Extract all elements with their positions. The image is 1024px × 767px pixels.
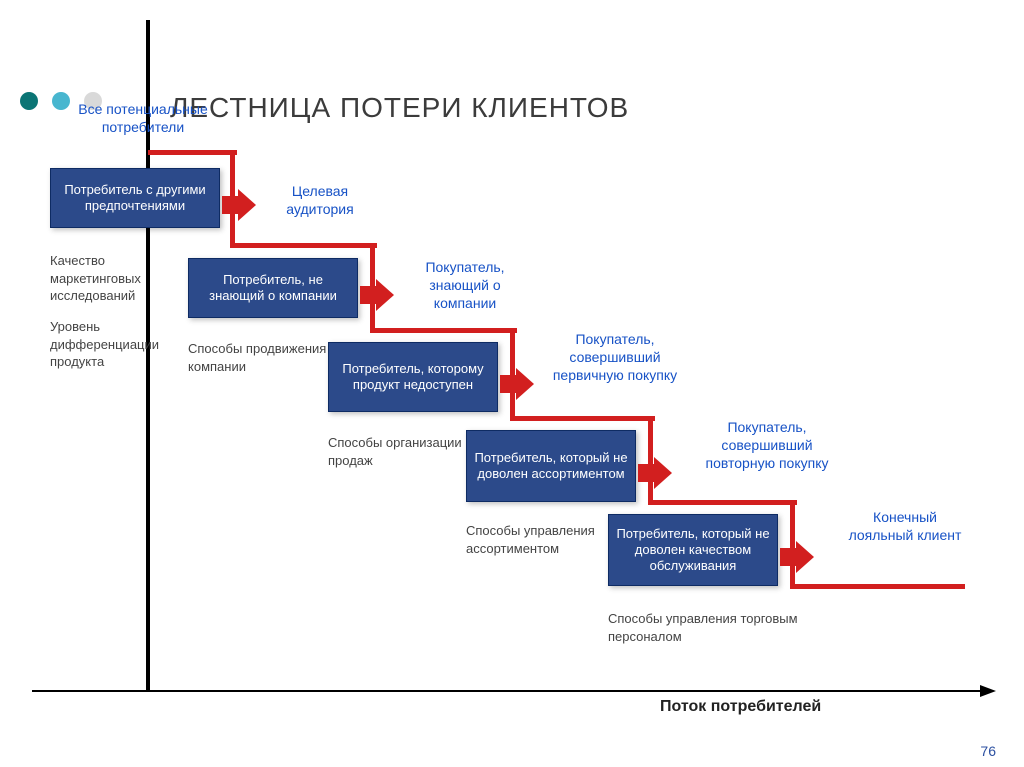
gl-5: Способы управления торговым персоналом	[608, 610, 828, 645]
arrow-head-icon	[516, 368, 534, 400]
stair-segment	[148, 150, 237, 155]
arrow-head-icon	[238, 189, 256, 221]
bl-2: Покупатель, знающий о компании	[400, 258, 530, 313]
loss-arrow	[780, 541, 814, 573]
arrow-head-icon	[654, 457, 672, 489]
stair-segment	[792, 584, 965, 589]
bl-top: Все потенциальные потребители	[68, 100, 218, 136]
decorative-dot	[20, 92, 38, 110]
loss-arrow	[638, 457, 672, 489]
gl-3: Способы организации продаж	[328, 434, 468, 469]
box-1: Потребитель с другими предпочтениями	[50, 168, 220, 228]
box-5: Потребитель, который не доволен качество…	[608, 514, 778, 586]
arrow-shaft	[500, 375, 516, 393]
bl-4: Покупатель, совершивший повторную покупк…	[692, 418, 842, 473]
arrow-head-icon	[376, 279, 394, 311]
stair-segment	[650, 500, 797, 505]
stair-segment	[232, 243, 377, 248]
box-3: Потребитель, которому продукт недоступен	[328, 342, 498, 412]
gl-1b: Уровень дифференциации продукта	[50, 318, 200, 371]
loss-arrow	[360, 279, 394, 311]
arrow-shaft	[222, 196, 238, 214]
x-axis-arrowhead	[980, 685, 996, 697]
gl-4: Способы управления ассортиментом	[466, 522, 616, 557]
gl-2: Способы продвижения компании	[188, 340, 328, 375]
box-2: Потребитель, не знающий о компании	[188, 258, 358, 318]
arrow-shaft	[638, 464, 654, 482]
stair-segment	[512, 416, 655, 421]
x-axis	[32, 690, 980, 692]
arrow-shaft	[780, 548, 796, 566]
loss-arrow	[222, 189, 256, 221]
page-title: ЛЕСТНИЦА ПОТЕРИ КЛИЕНТОВ	[170, 92, 629, 124]
diagram-root: ЛЕСТНИЦА ПОТЕРИ КЛИЕНТОВ Поток потребите…	[0, 0, 1024, 767]
box-4: Потребитель, который не доволен ассортим…	[466, 430, 636, 502]
loss-arrow	[500, 368, 534, 400]
stair-segment	[372, 328, 517, 333]
x-axis-label: Поток потребителей	[660, 698, 821, 716]
page-number: 76	[980, 743, 996, 759]
bl-5: Конечный лояльный клиент	[845, 508, 965, 544]
bl-1: Целевая аудитория	[260, 182, 380, 218]
arrow-head-icon	[796, 541, 814, 573]
gl-1: Качество маркетинговых исследований	[50, 252, 190, 305]
arrow-shaft	[360, 286, 376, 304]
bl-3: Покупатель, совершивший первичную покупк…	[540, 330, 690, 385]
